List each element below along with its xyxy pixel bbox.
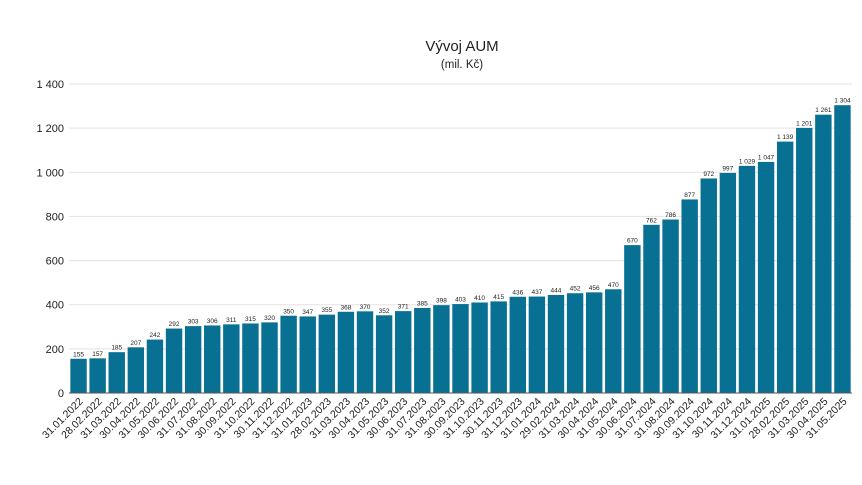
y-tick-label: 0 (58, 388, 64, 400)
data-label: 1 139 (777, 134, 794, 141)
data-label: 368 (340, 304, 351, 311)
data-label: 403 (455, 297, 466, 304)
bar (700, 178, 717, 393)
bars (70, 105, 851, 393)
data-label: 315 (245, 316, 256, 323)
bar (433, 305, 450, 393)
bar (624, 245, 641, 393)
bar (414, 308, 431, 393)
bar (204, 325, 221, 393)
data-label: 398 (436, 298, 447, 305)
bar (127, 347, 145, 393)
data-label: 352 (379, 308, 390, 315)
data-label: 436 (512, 289, 523, 296)
bar (356, 311, 374, 393)
data-label: 670 (627, 238, 638, 245)
bar (452, 304, 469, 393)
y-tick-label: 600 (46, 256, 64, 268)
data-label: 456 (589, 285, 600, 292)
bar (89, 358, 106, 393)
data-label: 350 (283, 308, 294, 315)
data-label: 371 (398, 304, 409, 311)
bar (318, 314, 336, 393)
data-label: 303 (188, 319, 199, 326)
bar (757, 161, 775, 393)
bar (184, 326, 202, 393)
bar (375, 315, 393, 393)
bar (223, 324, 240, 393)
bar (337, 311, 355, 393)
data-label: 997 (722, 165, 733, 172)
data-label: 355 (321, 307, 332, 314)
data-label: 242 (150, 332, 161, 339)
data-label: 385 (417, 301, 428, 308)
bar (605, 289, 622, 393)
data-label: 1 047 (758, 154, 775, 161)
bar (547, 295, 565, 393)
y-tick-label: 1 400 (36, 79, 64, 91)
data-label: 320 (264, 315, 275, 322)
bar (681, 199, 698, 393)
bar (719, 172, 737, 393)
y-tick-label: 400 (46, 300, 64, 312)
bar (165, 328, 183, 393)
data-label: 185 (111, 345, 122, 352)
bar (471, 302, 488, 393)
bar (509, 296, 527, 393)
data-label: 157 (92, 351, 103, 358)
bar (566, 293, 584, 393)
bar (815, 114, 832, 393)
y-tick-label: 200 (46, 344, 64, 356)
bar (261, 322, 278, 393)
data-label: 762 (646, 217, 657, 224)
bar (738, 165, 756, 393)
bar (242, 323, 259, 393)
data-labels: 155 157 185 207 242 292 303 306 311 315 320 350 347 3… (73, 98, 851, 359)
data-label: 410 (474, 295, 485, 302)
gridlines (69, 83, 852, 350)
data-label: 1 201 (796, 120, 813, 127)
bar (585, 292, 603, 393)
bar (643, 224, 660, 393)
data-label: 444 (551, 288, 562, 295)
data-label: 1 029 (739, 158, 756, 165)
y-tick-label: 1 000 (36, 167, 64, 179)
data-label: 347 (302, 309, 313, 316)
bar (796, 127, 813, 393)
y-axis-ticks: 0 200 400 600 800 1 000 1 200 1 400 (36, 79, 64, 400)
bar (662, 219, 679, 393)
data-label: 470 (608, 282, 619, 289)
data-label: 207 (130, 340, 141, 347)
data-label: 155 (73, 351, 84, 358)
data-label: 1 261 (815, 107, 832, 114)
data-label: 415 (493, 294, 504, 301)
data-label: 370 (360, 304, 371, 311)
data-label: 877 (684, 192, 695, 199)
bar (280, 315, 297, 393)
bar (834, 105, 851, 393)
data-label: 311 (226, 317, 237, 324)
bar (394, 311, 412, 393)
data-label: 972 (703, 171, 714, 178)
bar (528, 296, 546, 393)
data-label: 452 (570, 286, 581, 293)
bar (490, 301, 507, 393)
data-label: 786 (665, 212, 676, 219)
chart-title: Vývoj AUM (425, 38, 498, 55)
bar (108, 352, 125, 393)
bar (776, 141, 794, 393)
y-tick-label: 1 200 (36, 123, 64, 135)
bar (70, 358, 87, 393)
data-label: 292 (169, 321, 180, 328)
data-label: 306 (207, 318, 218, 325)
data-label: 1 304 (834, 98, 851, 105)
bar (299, 316, 316, 393)
data-label: 437 (531, 289, 542, 296)
bar (146, 339, 164, 393)
chart-subtitle: (mil. Kč) (441, 59, 483, 71)
x-axis-ticks: 31.01.202228.02.202231.03.202230.04.2022… (40, 396, 850, 442)
y-tick-label: 800 (46, 211, 64, 223)
